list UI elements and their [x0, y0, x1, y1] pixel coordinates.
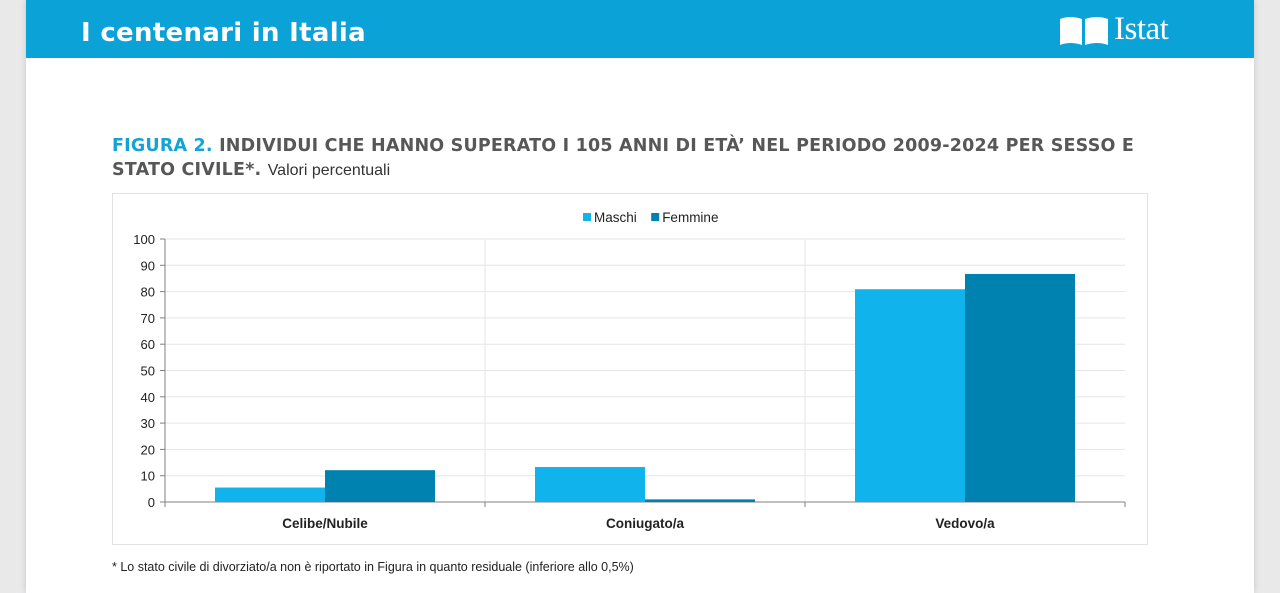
- figure-title-text: INDIVIDUI CHE HANNO SUPERATO I 105 ANNI …: [112, 136, 1135, 180]
- y-tick-label: 50: [141, 364, 155, 379]
- bar-maschi-1: [535, 467, 645, 502]
- bar-chart: 0 10 20 30 40 50 60 70 80 90 100 Celibe/Nubile Coniu…: [133, 210, 1126, 531]
- footnote: * Lo stato civile di divorziato/a non è …: [112, 560, 634, 574]
- x-tick-label: Coniugato/a: [606, 516, 684, 531]
- figure-subtitle: Valori percentuali: [267, 162, 391, 179]
- y-tick-label: 60: [141, 337, 155, 352]
- figure-number: FIGURA 2.: [112, 136, 213, 156]
- legend-swatch: [583, 213, 591, 221]
- y-tick-label: 90: [141, 258, 155, 273]
- bar-maschi-0: [215, 487, 325, 502]
- logo-text: Istat: [1114, 11, 1169, 47]
- x-tick-label: Celibe/Nubile: [282, 516, 368, 531]
- legend-swatch: [651, 213, 660, 221]
- bar-femmine-0: [325, 470, 435, 502]
- y-tick-label: 70: [141, 311, 155, 326]
- bar-femmine-1: [645, 499, 755, 502]
- page-title: I centenari in Italia: [81, 18, 366, 48]
- y-tick-label: 40: [141, 390, 155, 405]
- y-tick-label: 100: [133, 232, 155, 247]
- y-tick-label: 0: [148, 495, 155, 510]
- legend-label: Maschi: [594, 210, 637, 225]
- chart-area: 0 10 20 30 40 50 60 70 80 90 100 Celibe/Nubile Coniu…: [112, 193, 1148, 545]
- slide: I centenari in Italia Istat FIGURA 2. IN…: [26, 0, 1254, 593]
- y-tick-label: 10: [141, 469, 155, 484]
- bar-maschi-2: [855, 289, 965, 502]
- y-tick-label: 80: [141, 285, 155, 300]
- y-tick-label: 20: [141, 442, 155, 457]
- istat-logo: Istat: [1058, 11, 1178, 49]
- legend-label: Femmine: [662, 210, 718, 225]
- istat-logo-icon: [1060, 17, 1108, 45]
- x-tick-label: Vedovo/a: [935, 516, 995, 531]
- y-tick-label: 30: [141, 416, 155, 431]
- bar-femmine-2: [965, 273, 1075, 502]
- figure-title: FIGURA 2. INDIVIDUI CHE HANNO SUPERATO I…: [112, 134, 1192, 183]
- header-banner: I centenari in Italia Istat: [26, 0, 1254, 58]
